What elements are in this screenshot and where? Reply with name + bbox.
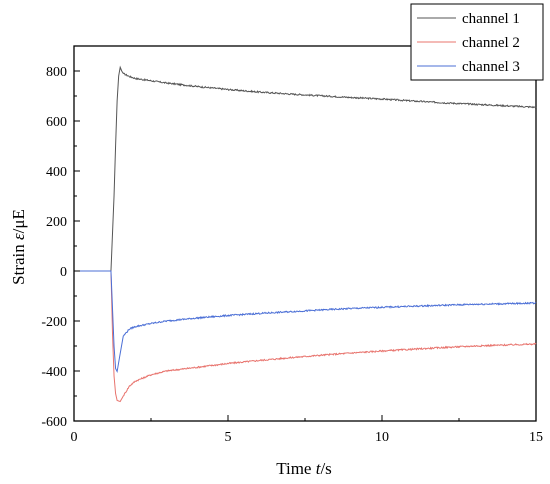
legend-label-channel-1: channel 1 [462, 11, 520, 27]
ticks-layer: 0 5 10 15 -600 -400 -200 0 200 400 600 800 [41, 45, 543, 445]
series-layer [74, 65, 537, 403]
x-axis-title: Time t/s [276, 459, 332, 478]
plot-area-border [73, 45, 537, 422]
legend-label-channel-3: channel 3 [462, 59, 520, 75]
y-tick-label: -200 [41, 315, 67, 330]
y-tick-label: 600 [46, 115, 67, 130]
y-tick-label: -400 [41, 365, 67, 380]
x-tick-label: 0 [71, 430, 78, 445]
x-tick-label: 5 [225, 430, 232, 445]
y-axis-title: Strain ε/μE [9, 209, 28, 285]
legend-label-channel-2: channel 2 [462, 35, 520, 51]
x-tick-label: 10 [375, 430, 389, 445]
y-tick-label: -600 [41, 415, 67, 430]
series-line-channel-2 [74, 270, 537, 403]
y-tick-label: 0 [60, 265, 67, 280]
y-tick-label: 800 [46, 65, 67, 80]
legend: channel 1 channel 2 channel 3 [410, 3, 544, 81]
y-tick-label: 200 [46, 215, 67, 230]
series-line-channel-1 [74, 65, 537, 272]
x-tick-label: 15 [529, 430, 543, 445]
axes-frame [73, 45, 537, 422]
y-tick-label: 400 [46, 165, 67, 180]
series-line-channel-3 [74, 270, 537, 374]
